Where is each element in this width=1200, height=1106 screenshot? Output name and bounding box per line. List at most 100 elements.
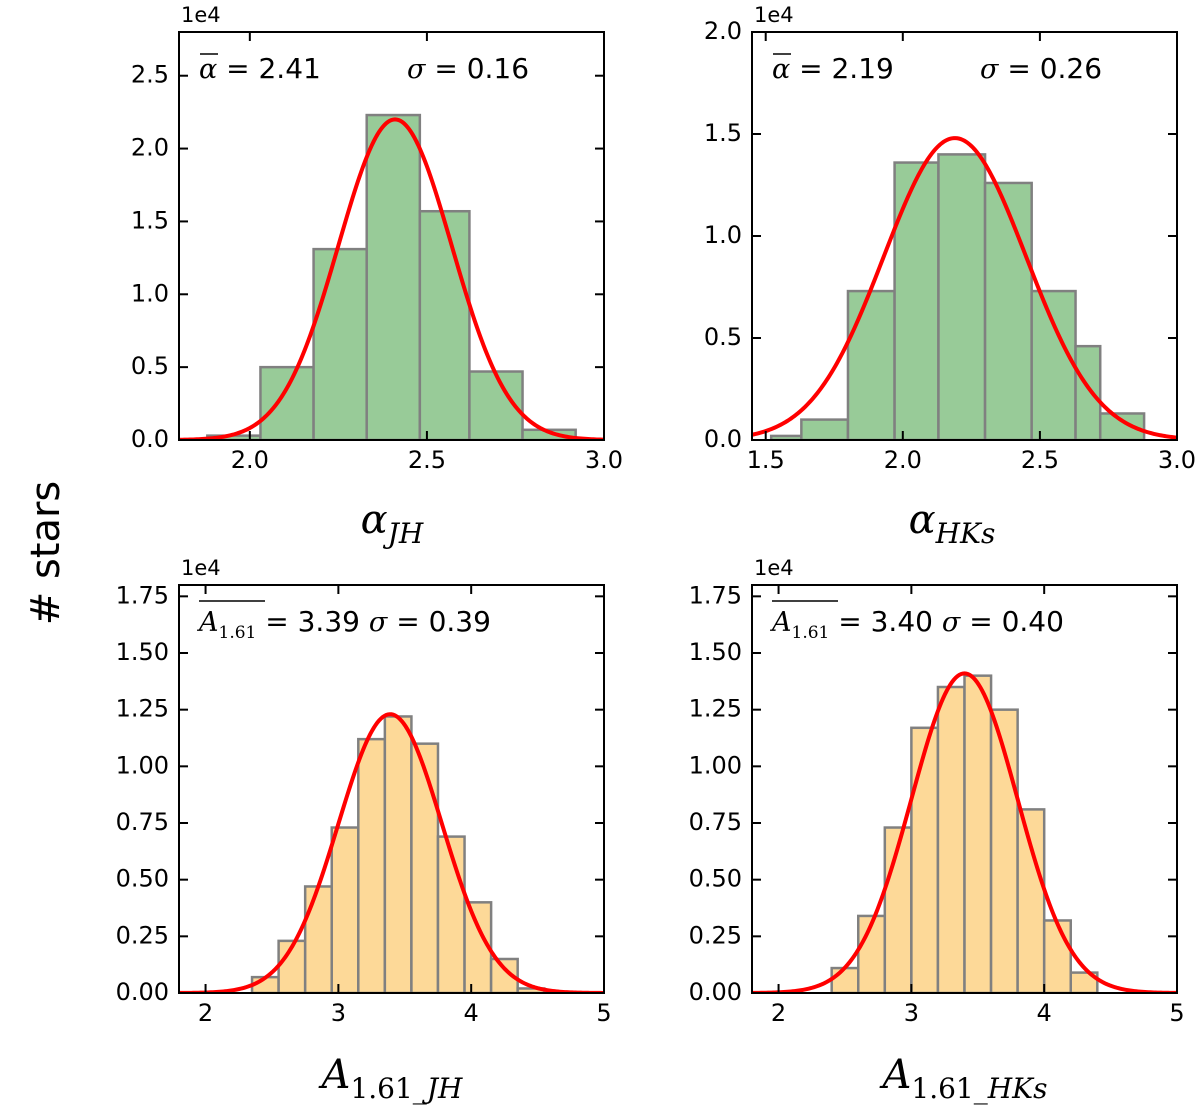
y-tick-label: 0.0 <box>131 425 169 453</box>
hist-bar <box>937 153 987 440</box>
axis-multiplier: 1e4 <box>181 3 221 27</box>
panel-p3: 0.00 0.25 0.50 0.75 1.00 1.25 1.50 1.75 2 3 4 5 1e4 A… <box>689 556 1185 1105</box>
y-tick-label: 1.75 <box>116 581 169 609</box>
sigma-symbol: σ <box>980 54 1000 85</box>
sigma-symbol: σ <box>369 607 389 638</box>
hist-bar <box>312 247 368 440</box>
y-tick-label: 0.75 <box>116 808 169 836</box>
stats-annotation: A1.61 = 3.39 σ = 0.39 <box>196 605 491 643</box>
sigma-symbol: σ <box>407 54 427 85</box>
x-tick-label: 2.0 <box>231 446 269 474</box>
spacer <box>360 605 369 638</box>
hist-bar <box>1030 289 1077 440</box>
gaussian-fit-line <box>179 117 604 440</box>
x-tick-label: 2.5 <box>1021 446 1059 474</box>
mean-value: = 2.41 <box>217 52 321 85</box>
spacer <box>933 605 942 638</box>
sigma-annotation: σ = 0.16 <box>407 52 529 85</box>
y-tick-label: 2.0 <box>704 17 742 45</box>
x-label-sub: HKs <box>935 517 996 550</box>
hist-bar <box>936 685 966 993</box>
hist-bar <box>830 966 860 993</box>
hist-bar <box>436 835 466 993</box>
sigma-annotation: σ = 0.26 <box>980 52 1102 85</box>
stats-annotation: α = 2.19 <box>772 52 894 85</box>
x-tick-label: 2 <box>771 999 786 1027</box>
x-label-sub: JH <box>383 517 424 550</box>
y-tick-label: 2.5 <box>131 61 169 89</box>
x-label-main: A <box>879 1052 912 1098</box>
y-tick-label: 0.00 <box>116 978 169 1006</box>
y-tick-label: 0.00 <box>689 978 742 1006</box>
x-tick-label: 1.5 <box>747 446 785 474</box>
hist-bar <box>846 289 896 440</box>
y-tick-label: 0.50 <box>116 865 169 893</box>
x-axis-label: A1.61_JH <box>318 1052 463 1105</box>
mean-value: = 3.39 <box>256 605 360 638</box>
panel-p2: 0.00 0.25 0.50 0.75 1.00 1.25 1.50 1.75 2 3 4 5 1e4 A… <box>116 556 612 1105</box>
hist-bar <box>259 365 315 440</box>
x-tick-label: 3.0 <box>1158 446 1196 474</box>
hist-bar <box>365 113 422 440</box>
panel-p0: 0.0 0.5 1.0 1.5 2.0 2.5 2.0 2.5 3.0 1e4 α = 2.41 σ … <box>131 3 623 550</box>
x-label-sub: _HKs <box>974 1072 1048 1105</box>
hist-bar <box>357 737 387 993</box>
x-axis-label: αJH <box>361 497 424 550</box>
hist-bar <box>963 674 993 993</box>
y-tick-label: 1.5 <box>704 119 742 147</box>
y-tick-label: 0.25 <box>689 921 742 949</box>
hist-bar <box>800 418 850 440</box>
y-tick-label: 1.50 <box>689 638 742 666</box>
mean-symbol: α <box>199 54 217 85</box>
hist-bar <box>983 181 1033 440</box>
y-tick-label: 1.00 <box>116 751 169 779</box>
mean-symbol: α <box>772 54 790 85</box>
stats-annotation: A1.61 = 3.40 σ = 0.40 <box>769 605 1064 643</box>
x-tick-label: 3.0 <box>585 446 623 474</box>
mean-value: = 3.40 <box>829 605 933 638</box>
y-tick-label: 0.5 <box>704 323 742 351</box>
hist-bar <box>1016 808 1046 993</box>
axis-multiplier: 1e4 <box>181 556 221 580</box>
y-tick-label: 0.5 <box>131 352 169 380</box>
y-tick-label: 0.0 <box>704 425 742 453</box>
sigma-value: = 0.40 <box>960 605 1064 638</box>
y-tick-label: 0.50 <box>689 865 742 893</box>
mean-symbol: A <box>196 607 219 638</box>
sigma-symbol: σ <box>942 607 962 638</box>
x-label-sub-number: 1.61 <box>911 1072 973 1105</box>
hist-bar <box>410 742 440 993</box>
y-axis-label: # stars <box>23 481 69 626</box>
x-tick-label: 5 <box>596 999 611 1027</box>
hist-bar <box>489 957 519 993</box>
y-tick-label: 1.25 <box>689 695 742 723</box>
axis-multiplier: 1e4 <box>754 556 794 580</box>
y-tick-label: 1.5 <box>131 206 169 234</box>
hist-bar <box>857 914 887 993</box>
y-tick-label: 0.75 <box>689 808 742 836</box>
axes-frame <box>751 584 1178 994</box>
x-label-main: A <box>318 1052 351 1098</box>
x-label-sub-number: 1.61 <box>350 1072 412 1105</box>
x-tick-label: 2.0 <box>884 446 922 474</box>
hist-bar <box>910 726 940 993</box>
hist-bar <box>1074 344 1102 440</box>
x-tick-label: 4 <box>464 999 479 1027</box>
hist-bar <box>418 209 471 440</box>
hist-bar <box>303 885 333 993</box>
hist-bar <box>383 715 413 993</box>
x-tick-label: 3 <box>331 999 346 1027</box>
sigma-value: = 0.39 <box>387 605 491 638</box>
axes-frame <box>178 31 605 441</box>
x-tick-label: 2 <box>198 999 213 1027</box>
y-tick-label: 1.75 <box>689 581 742 609</box>
hist-bar <box>1042 919 1072 993</box>
y-tick-label: 1.25 <box>116 695 169 723</box>
panel-p1: 0.0 0.5 1.0 1.5 2.0 1.5 2.0 2.5 3.0 1e4 α = 2.19 σ … <box>704 3 1196 550</box>
stats-annotation: α = 2.41 <box>199 52 321 85</box>
x-label-main: α <box>909 497 936 543</box>
x-label-sub: _JH <box>413 1072 463 1105</box>
x-tick-label: 3 <box>904 999 919 1027</box>
y-tick-label: 1.00 <box>689 751 742 779</box>
